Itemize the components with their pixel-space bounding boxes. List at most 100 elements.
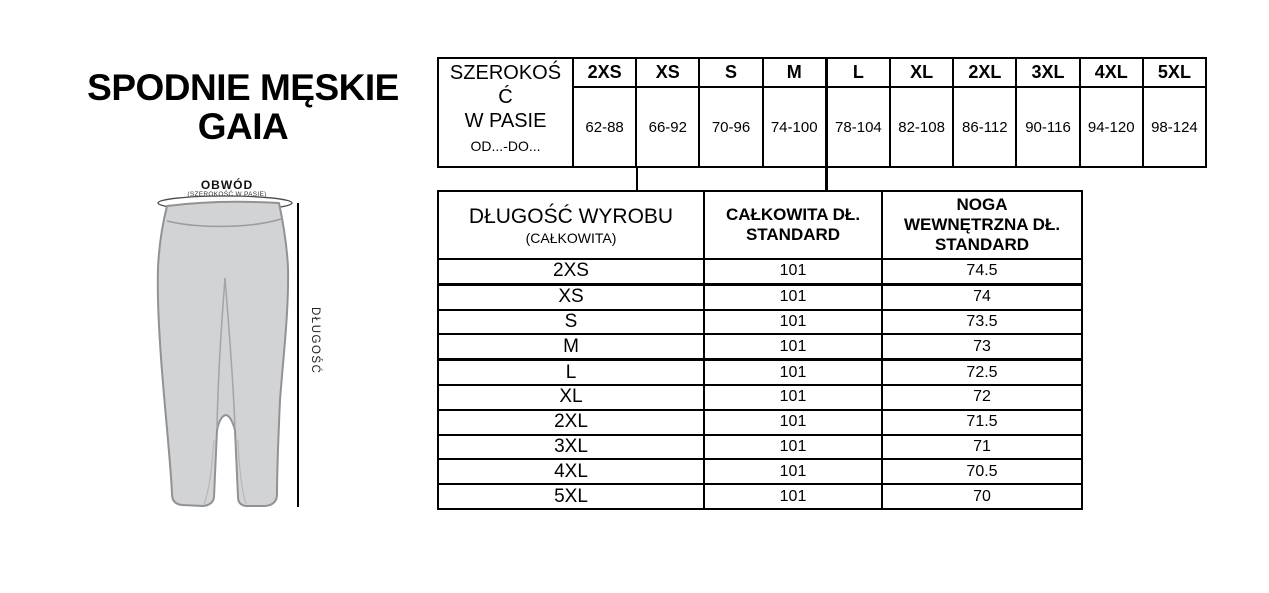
- row-total-length-cell: 101: [703, 385, 881, 409]
- table-row: 3XL 101 71: [439, 435, 1081, 461]
- waist-range-cell: 66-92: [648, 118, 687, 136]
- size-header-cell: XL: [891, 59, 953, 88]
- length-header-inner-leg: NOGA WEWNĘTRZNA DŁ. STANDARD: [881, 192, 1081, 258]
- waist-size-column: 4XL 94-120: [1078, 59, 1142, 166]
- row-total-length-cell: 101: [703, 435, 881, 459]
- waist-size-column: 3XL 90-116: [1015, 59, 1079, 166]
- table-row: L 101 72.5: [439, 361, 1081, 386]
- row-inner-leg-cell: 74.5: [881, 260, 1081, 283]
- waist-header-line2: W PASIE: [464, 110, 547, 132]
- waist-range-cell: 78-104: [835, 118, 882, 136]
- length-header-product-title: DŁUGOŚĆ WYROBU: [468, 204, 674, 228]
- size-header-cell: 4XL: [1080, 59, 1142, 88]
- crotch-seam-left: [216, 277, 226, 429]
- length-table-body: 2XS 101 74.5 XS 101 74 S 101 73.5 M 101 73 L 101 72.5 X…: [439, 260, 1081, 508]
- length-header-inner-line1: NOGA: [956, 195, 1008, 214]
- page-title-line1: SPODNIE MĘSKIE: [87, 67, 399, 108]
- waist-width-table: SZEROKOŚĆ W PASIE OD...-DO... 2XS 62-88 XS…: [437, 57, 1207, 168]
- waist-size-column: XS 66-92: [635, 59, 699, 166]
- waist-range-cell: 90-116: [1025, 118, 1071, 136]
- waist-size-columns: 2XS 62-88 XS 66-92 S 70-96 M 74-100 L 78-104 XL 82-…: [574, 59, 1206, 166]
- size-header-cell: 2XS: [574, 59, 636, 88]
- waist-size-column: L 78-104: [824, 59, 890, 166]
- table-row: XL 101 72: [439, 385, 1081, 411]
- waist-size-column: 5XL 98-124: [1141, 59, 1206, 166]
- row-size-cell: XL: [559, 386, 583, 408]
- row-size-cell: S: [564, 310, 578, 332]
- waist-range-cell: 70-96: [711, 118, 751, 136]
- size-header-cell: 5XL: [1143, 59, 1206, 88]
- length-header-total: CAŁKOWITA DŁ. STANDARD: [703, 192, 881, 258]
- table-row: M 101 73: [439, 335, 1081, 362]
- length-header-total-line2: STANDARD: [745, 225, 841, 244]
- row-inner-leg-cell: 71.5: [881, 410, 1081, 434]
- row-size-cell: 2XL: [554, 411, 588, 433]
- table-row: 2XS 101 74.5: [439, 260, 1081, 286]
- row-total-length-cell: 101: [703, 485, 881, 508]
- size-header-cell: XS: [637, 59, 699, 88]
- waist-range-cell: 74-100: [770, 118, 818, 136]
- table-connector-line: [636, 167, 638, 191]
- table-row: XS 101 74: [439, 285, 1081, 311]
- trousers-illustration: [156, 195, 293, 507]
- waist-range-cell: 82-108: [898, 118, 945, 136]
- row-size-cell: 2XS: [553, 260, 589, 282]
- row-inner-leg-cell: 73.5: [881, 310, 1081, 334]
- size-header-cell: S: [700, 59, 762, 88]
- row-total-length-cell: 101: [703, 285, 881, 309]
- table-row: 4XL 101 70.5: [439, 460, 1081, 486]
- hem-crease-left: [203, 439, 215, 505]
- waist-range-cell: 98-124: [1151, 118, 1198, 136]
- row-inner-leg-cell: 72.5: [881, 361, 1081, 384]
- waist-size-column: S 70-96: [698, 59, 762, 166]
- trousers-silhouette: [156, 200, 290, 507]
- row-size-cell: 5XL: [554, 485, 588, 507]
- length-header-inner-line3: STANDARD: [934, 235, 1030, 254]
- row-total-length-cell: 101: [703, 260, 881, 283]
- waistband-seam: [166, 218, 282, 228]
- circumference-label-block: OBWÓD (SZEROKOŚĆ W PASIE): [140, 178, 314, 198]
- waist-size-column: 2XL 86-112: [952, 59, 1016, 166]
- waist-size-column: XL 82-108: [889, 59, 953, 166]
- size-header-cell: 3XL: [1017, 59, 1079, 88]
- row-inner-leg-cell: 70: [881, 485, 1081, 508]
- row-inner-leg-cell: 73: [881, 335, 1081, 359]
- row-total-length-cell: 101: [703, 460, 881, 484]
- size-header-cell: L: [827, 59, 890, 88]
- length-header-total-line1: CAŁKOWITA DŁ.: [725, 205, 861, 224]
- crotch-seam-right: [224, 277, 236, 429]
- size-header-cell: 2XL: [954, 59, 1016, 88]
- row-inner-leg-cell: 71: [881, 435, 1081, 459]
- waist-size-column: M 74-100: [761, 59, 825, 166]
- hem-crease-right: [237, 439, 247, 505]
- row-inner-leg-cell: 70.5: [881, 460, 1081, 484]
- row-inner-leg-cell: 72: [881, 385, 1081, 409]
- length-header-inner-line2: WEWNĘTRZNA DŁ.: [903, 215, 1061, 234]
- length-header-product: DŁUGOŚĆ WYROBU (CAŁKOWITA): [439, 192, 703, 258]
- table-row: 5XL 101 70: [439, 485, 1081, 508]
- waist-header-title: SZEROKOŚĆ: [449, 62, 562, 108]
- waist-range-cell: 62-88: [585, 118, 624, 136]
- row-size-cell: M: [563, 335, 579, 357]
- row-total-length-cell: 101: [703, 310, 881, 334]
- row-total-length-cell: 101: [703, 410, 881, 434]
- table-row: S 101 73.5: [439, 310, 1081, 336]
- product-length-table: DŁUGOŚĆ WYROBU (CAŁKOWITA) CAŁKOWITA DŁ.…: [437, 190, 1083, 510]
- length-header-product-subtitle: (CAŁKOWITA): [525, 229, 617, 246]
- row-inner-leg-cell: 74: [881, 285, 1081, 309]
- length-table-header-row: DŁUGOŚĆ WYROBU (CAŁKOWITA) CAŁKOWITA DŁ.…: [439, 192, 1081, 260]
- waist-header-sub: OD...-DO...: [470, 138, 541, 154]
- circumference-sublabel: (SZEROKOŚĆ W PASIE): [187, 191, 267, 198]
- size-header-cell: M: [763, 59, 825, 88]
- row-size-cell: 3XL: [554, 435, 588, 457]
- row-size-cell: L: [565, 361, 577, 383]
- length-measure-line: [297, 203, 299, 507]
- row-size-cell: XS: [558, 286, 584, 308]
- waist-range-cell: 94-120: [1087, 118, 1135, 136]
- page-title: SPODNIE MĘSKIE GAIA: [55, 68, 431, 146]
- row-size-cell: 4XL: [554, 460, 588, 482]
- row-total-length-cell: 101: [703, 335, 881, 359]
- table-row: 2XL 101 71.5: [439, 410, 1081, 436]
- waist-table-header-cell: SZEROKOŚĆ W PASIE OD...-DO...: [439, 59, 574, 166]
